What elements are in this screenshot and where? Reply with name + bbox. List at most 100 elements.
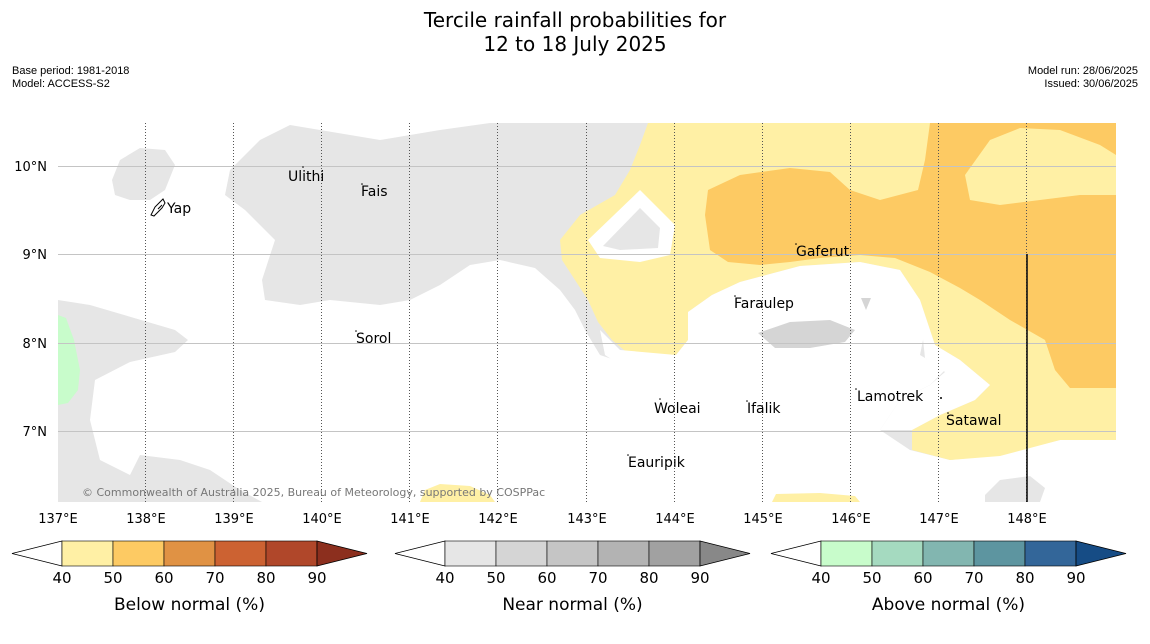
model-name: Model: ACCESS-S2 bbox=[12, 78, 110, 90]
place-label-fais: Fais bbox=[361, 184, 388, 200]
lon-tick-147e: 147°E bbox=[919, 512, 959, 527]
above-normal-colorbar-segment bbox=[1024, 540, 1077, 567]
below-normal-colorbar-segment bbox=[214, 540, 267, 567]
place-label-yap: Yap bbox=[166, 201, 191, 217]
near-normal-colorbar-tick: 50 bbox=[486, 569, 505, 587]
place-labels: Yap Ulithi Fais Sorol Gaferut Faraulep W… bbox=[166, 169, 1001, 471]
base-period: Base period: 1981-2018 bbox=[12, 65, 130, 77]
lat-tick-10n: 10°N bbox=[14, 160, 47, 175]
place-label-satawal: Satawal bbox=[946, 413, 1001, 429]
below-normal-colorbar-segment bbox=[265, 540, 318, 567]
below-normal-colorbar-tick: 50 bbox=[103, 569, 122, 587]
lon-tick-139e: 139°E bbox=[214, 512, 254, 527]
near-normal-colorbar-tick: 40 bbox=[435, 569, 454, 587]
below-normal-colorbar: 40 50 60 70 80 90 Below normal (%) bbox=[11, 540, 368, 615]
place-label-eauripik: Eauripik bbox=[628, 455, 686, 471]
near-normal-colorbar-segment bbox=[495, 540, 548, 567]
place-label-ulithi: Ulithi bbox=[288, 169, 324, 185]
lon-tick-143e: 143°E bbox=[567, 512, 607, 527]
below-normal-colorbar-tick: 60 bbox=[154, 569, 173, 587]
below-normal-colorbar-tick: 90 bbox=[307, 569, 326, 587]
island-markers bbox=[302, 166, 949, 456]
above-normal-colorbar-tick: 70 bbox=[964, 569, 983, 587]
lon-tick-146e: 146°E bbox=[831, 512, 871, 527]
above-normal-colorbar: 40 50 60 70 80 90 Above normal (%) bbox=[770, 540, 1127, 615]
lon-tick-142e: 142°E bbox=[478, 512, 518, 527]
chart-title: Tercile rainfall probabilities for 12 to… bbox=[0, 8, 1150, 56]
place-label-faraulep: Faraulep bbox=[734, 296, 794, 312]
map-area: Yap Ulithi Fais Sorol Gaferut Faraulep W… bbox=[58, 123, 1116, 502]
near-normal-colorbar-tick: 60 bbox=[537, 569, 556, 587]
place-label-gaferut: Gaferut bbox=[796, 244, 850, 260]
lon-tick-138e: 138°E bbox=[126, 512, 166, 527]
lat-tick-7n: 7°N bbox=[23, 425, 48, 440]
above-normal-colorbar-under-arrow bbox=[770, 540, 822, 567]
lat-gridlines bbox=[58, 166, 1116, 432]
place-label-lamotrek: Lamotrek bbox=[857, 389, 924, 405]
issued-date: Issued: 30/06/2025 bbox=[1044, 78, 1138, 90]
above-normal-colorbar-tick: 50 bbox=[862, 569, 881, 587]
above-normal-colorbar-segment bbox=[973, 540, 1026, 567]
lon-tick-137e: 137°E bbox=[38, 512, 78, 527]
above-normal-colorbar-tick: 60 bbox=[913, 569, 932, 587]
above-normal-colorbar-label: Above normal (%) bbox=[872, 595, 1025, 615]
below-normal-colorbar-over-arrow bbox=[316, 540, 368, 567]
below-normal-colorbar-tick: 80 bbox=[256, 569, 275, 587]
lon-tick-140e: 140°E bbox=[302, 512, 342, 527]
below-normal-colorbar-segment bbox=[61, 540, 114, 567]
lat-tick-9n: 9°N bbox=[23, 248, 48, 263]
near-normal-patch-ne bbox=[603, 208, 660, 250]
below-normal-colorbar-tick: 70 bbox=[205, 569, 224, 587]
below-normal-patch-south-1 bbox=[420, 484, 495, 502]
below-normal-colorbar-segment bbox=[163, 540, 216, 567]
lon-tick-144e: 144°E bbox=[655, 512, 695, 527]
near-normal-50-60-speck bbox=[861, 298, 871, 310]
lon-tick-labels: 137°E 138°E 139°E 140°E 141°E 142°E 143°… bbox=[38, 512, 1047, 527]
copyright-notice: © Commonwealth of Australia 2025, Bureau… bbox=[82, 486, 545, 499]
lat-tick-labels: 10°N 9°N 8°N 7°N bbox=[14, 160, 47, 440]
near-normal-colorbar-segment bbox=[444, 540, 497, 567]
colorbars: 40 50 60 70 80 90 Below normal (%) 40 50 60 70 80 90… bbox=[11, 540, 1127, 615]
below-normal-colorbar-tick: 40 bbox=[52, 569, 71, 587]
above-normal-colorbar-segment bbox=[922, 540, 975, 567]
above-normal-colorbar-tick: 80 bbox=[1015, 569, 1034, 587]
below-normal-colorbar-segment bbox=[112, 540, 165, 567]
no-category-region bbox=[58, 123, 1116, 502]
title-line-2: 12 to 18 July 2025 bbox=[483, 32, 667, 56]
model-run: Model run: 28/06/2025 bbox=[1027, 65, 1138, 77]
below-normal-colorbar-under-arrow bbox=[11, 540, 63, 567]
above-normal-40-50-region bbox=[58, 315, 80, 405]
near-normal-colorbar: 40 50 60 70 80 90 Near normal (%) bbox=[394, 540, 751, 615]
yap-island bbox=[150, 198, 166, 217]
near-normal-patch-nw bbox=[112, 148, 175, 200]
above-normal-colorbar-tick: 90 bbox=[1066, 569, 1085, 587]
near-normal-colorbar-tick: 90 bbox=[690, 569, 709, 587]
near-normal-50-60-patch bbox=[758, 320, 855, 348]
meta-right: Model run: 28/06/2025 Issued: 30/06/2025 bbox=[1028, 65, 1138, 91]
lon-tick-141e: 141°E bbox=[390, 512, 430, 527]
above-normal-colorbar-tick: 40 bbox=[811, 569, 830, 587]
place-label-ifalik: Ifalik bbox=[747, 401, 781, 417]
above-normal-colorbar-segment bbox=[820, 540, 873, 567]
lon-tick-148e: 148°E bbox=[1007, 512, 1047, 527]
lat-tick-8n: 8°N bbox=[23, 337, 48, 352]
above-normal-colorbar-over-arrow bbox=[1075, 540, 1127, 567]
below-normal-patch-south-2 bbox=[772, 493, 860, 502]
near-normal-colorbar-segment bbox=[648, 540, 701, 567]
near-normal-colorbar-label: Near normal (%) bbox=[502, 595, 642, 615]
place-label-sorol: Sorol bbox=[356, 331, 391, 347]
above-normal-colorbar-segment bbox=[871, 540, 924, 567]
title-line-1: Tercile rainfall probabilities for bbox=[423, 8, 727, 32]
near-normal-colorbar-tick: 70 bbox=[588, 569, 607, 587]
near-normal-patch-se bbox=[985, 476, 1045, 502]
meta-left: Base period: 1981-2018 Model: ACCESS-S2 bbox=[12, 65, 129, 91]
place-label-woleai: Woleai bbox=[654, 401, 701, 417]
near-normal-colorbar-segment bbox=[546, 540, 599, 567]
near-normal-colorbar-over-arrow bbox=[699, 540, 751, 567]
near-normal-colorbar-under-arrow bbox=[394, 540, 446, 567]
near-normal-colorbar-tick: 80 bbox=[639, 569, 658, 587]
below-normal-colorbar-label: Below normal (%) bbox=[114, 595, 265, 615]
lon-tick-145e: 145°E bbox=[743, 512, 783, 527]
near-normal-colorbar-segment bbox=[597, 540, 650, 567]
